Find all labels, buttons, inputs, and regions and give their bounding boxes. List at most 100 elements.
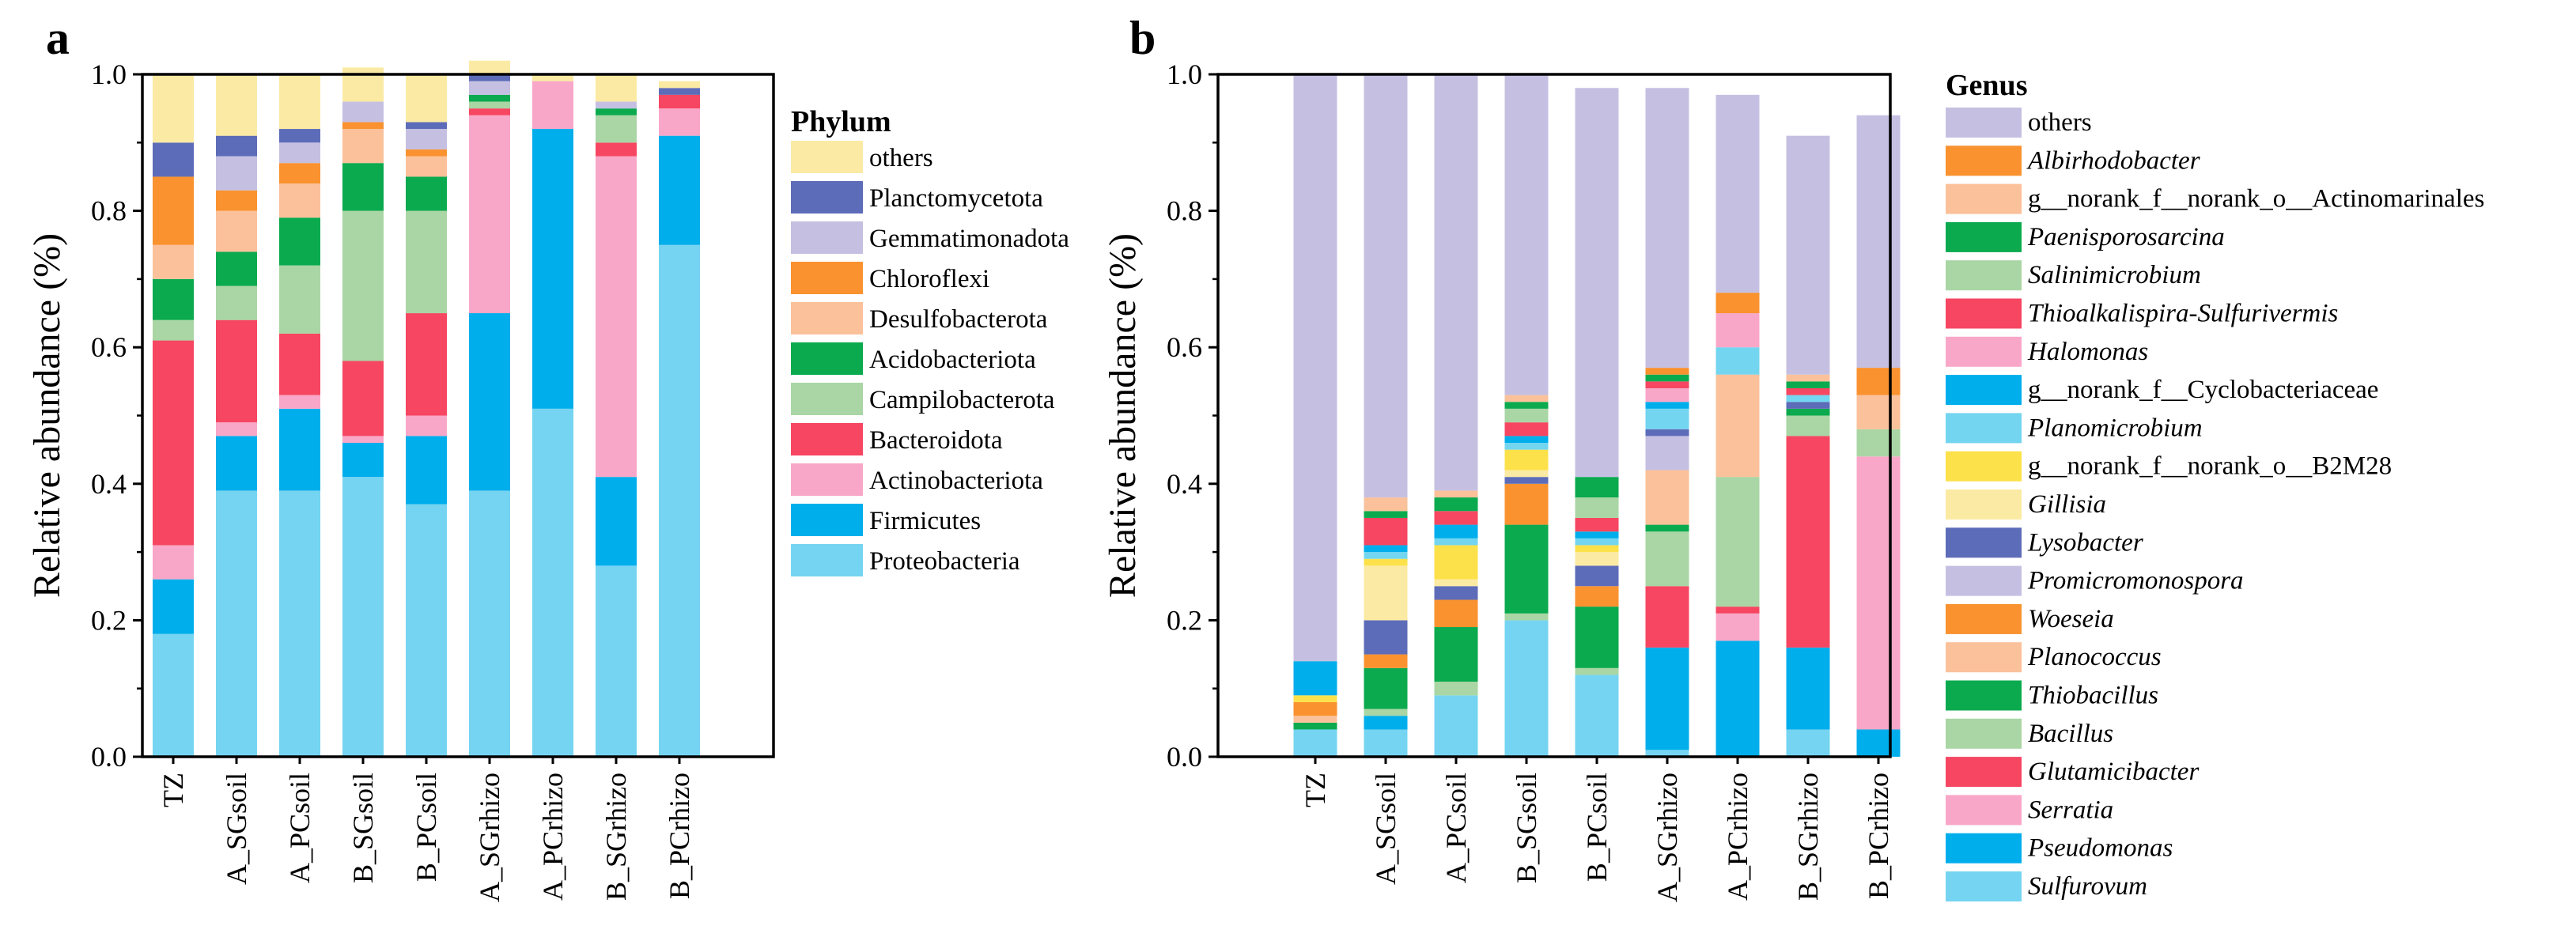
y-tick-label: 0.0 bbox=[91, 741, 127, 773]
legend-label-others: others bbox=[2028, 108, 2092, 137]
x-tick-label: B_SGrhizo bbox=[1792, 773, 1824, 901]
bar-b-sgsoil-actinobacteriota bbox=[342, 436, 384, 444]
bar-tz-acidobacteriota bbox=[153, 278, 194, 320]
legend-swatch-woeseia bbox=[1946, 603, 2022, 634]
bar-a-pcsoil-lysobacter bbox=[1434, 586, 1478, 600]
legend-label-paenisporosarcina: Paenisporosarcina bbox=[2027, 223, 2225, 251]
bar-tz-firmicutes bbox=[153, 579, 194, 634]
bar-a-pcrhizo-glutamicibacter bbox=[1715, 607, 1760, 614]
bar-tz-actinobacteriota bbox=[153, 545, 194, 580]
bar-a-pcsoil-gemmatimonadota bbox=[279, 142, 320, 164]
bar-b-sgsoil-proteobacteria bbox=[342, 477, 384, 757]
bar-a-sgsoil-g-norank-f-cyclobacteriaceae bbox=[1364, 545, 1408, 553]
legend-swatch-glutamicibacter bbox=[1946, 757, 2022, 788]
legend-label-lysobacter: Lysobacter bbox=[2027, 528, 2143, 557]
bar-b-sgrhizo-thioalkalispira-sulfurivermis bbox=[1786, 387, 1830, 395]
bar-a-sgrhizo-albirhodobacter bbox=[1645, 368, 1689, 375]
bar-b-pcsoil-paenisporosarcina bbox=[1575, 477, 1619, 498]
bar-b-pcsoil-bacteroidota bbox=[406, 313, 447, 416]
legend-swatch-thiobacillus bbox=[1946, 680, 2022, 711]
bar-b-sgsoil-desulfobacterota bbox=[342, 129, 384, 164]
bar-a-sgsoil-gemmatimonadota bbox=[216, 156, 257, 191]
bar-b-sgsoil-bacteroidota bbox=[342, 361, 384, 436]
bar-b-pcsoil-gillisia bbox=[1575, 552, 1619, 566]
bar-a-sgsoil-bacteroidota bbox=[216, 319, 257, 423]
legend-swatch-albirhodobacter bbox=[1946, 145, 2022, 176]
bar-a-pcsoil-woeseia bbox=[1434, 599, 1478, 628]
y-tick-label: 0.4 bbox=[1167, 468, 1202, 500]
bar-b-sgsoil-g-norank-f-norank-o-b2m28 bbox=[1504, 449, 1549, 470]
bar-a-pcsoil-g-norank-f-norank-o-b2m28 bbox=[1434, 545, 1478, 580]
panel-b: b TZ A_SGsoil A_PCsoil B_SGsoil B_PCsoil A_SG… bbox=[1102, 12, 2484, 902]
legend-label-bacteroidota: Bacteroidota bbox=[869, 426, 1003, 455]
x-tick-label: B_SGsoil bbox=[347, 773, 379, 883]
bar-a-sgrhizo-pseudomonas bbox=[1645, 647, 1689, 750]
bar-a-pcsoil-proteobacteria bbox=[279, 490, 320, 757]
bar-b-sgsoil-bacillus bbox=[1504, 613, 1549, 621]
bar-a-pcsoil-g-norank-f-norank-o-actinomarinales bbox=[1434, 490, 1478, 498]
bar-tz-g-norank-f-cyclobacteriaceae bbox=[1293, 661, 1337, 696]
bar-b-pcsoil-g-norank-f-cyclobacteriaceae bbox=[1575, 531, 1619, 539]
bar-a-sgsoil-acidobacteriota bbox=[216, 251, 257, 286]
bar-b-sgsoil-g-norank-f-norank-o-actinomarinales bbox=[1504, 395, 1549, 402]
legend-label-g-norank-f-norank-o-actinomarinales: g__norank_f__norank_o__Actinomarinales bbox=[2028, 185, 2484, 214]
bar-a-pcsoil-campilobacterota bbox=[279, 265, 320, 334]
bar-a-sgsoil-gillisia bbox=[1364, 565, 1408, 621]
bar-a-sgrhizo-lysobacter bbox=[1645, 429, 1689, 436]
legend-swatch-planococcus bbox=[1946, 642, 2022, 673]
legend-swatch-gemmatimonadota bbox=[791, 221, 863, 254]
legend-swatch-g-norank-f-cyclobacteriaceae bbox=[1946, 375, 2022, 406]
bar-a-pcsoil-thioalkalispira-sulfurivermis bbox=[1434, 511, 1478, 525]
bar-a-pcsoil-chloroflexi bbox=[279, 163, 320, 184]
bar-b-pcrhizo-others bbox=[1856, 115, 1901, 368]
legend-label-salinimicrobium: Salinimicrobium bbox=[2028, 261, 2201, 289]
bar-a-sgrhizo-others bbox=[1645, 88, 1689, 368]
legend-label-g-norank-f-norank-o-b2m28: g__norank_f__norank_o__B2M28 bbox=[2028, 452, 2392, 481]
bar-b-pcsoil-salinimicrobium bbox=[1575, 497, 1619, 518]
bar-a-sgrhizo-firmicutes bbox=[469, 313, 510, 491]
bar-a-sgrhizo-sulfurovum bbox=[1645, 750, 1689, 757]
bar-b-sgsoil-sulfurovum bbox=[1504, 620, 1549, 757]
bar-b-pcrhizo-actinobacteriota bbox=[659, 108, 700, 136]
x-tick-label: B_PCsoil bbox=[410, 773, 442, 882]
legend-swatch-thioalkalispira-sulfurivermis bbox=[1946, 298, 2022, 329]
x-tick-label: A_SGrhizo bbox=[474, 773, 505, 902]
bar-b-sgsoil-salinimicrobium bbox=[1504, 408, 1549, 423]
bar-b-pcrhizo-others bbox=[659, 81, 700, 89]
legend-label-serratia: Serratia bbox=[2028, 796, 2113, 824]
legend-label-halomonas: Halomonas bbox=[2027, 338, 2148, 366]
bar-b-pcsoil-planomicrobium bbox=[1575, 538, 1619, 546]
panel-a-label: a bbox=[46, 12, 70, 64]
bar-b-sgrhizo-gemmatimonadota bbox=[596, 101, 637, 109]
bar-b-pcsoil-firmicutes bbox=[406, 436, 447, 505]
legend-swatch-bacillus bbox=[1946, 718, 2022, 749]
bar-b-pcsoil-acidobacteriota bbox=[406, 176, 447, 211]
legend-label-firmicutes: Firmicutes bbox=[869, 507, 981, 535]
x-tick-label: A_SGsoil bbox=[221, 773, 252, 885]
bar-b-pcrhizo-bacteroidota bbox=[659, 94, 700, 109]
bar-a-pcrhizo-bacillus bbox=[1715, 477, 1760, 607]
legend-label-glutamicibacter: Glutamicibacter bbox=[2028, 758, 2199, 786]
bar-b-sgsoil-thiobacillus bbox=[1504, 524, 1549, 614]
bar-tz-sulfurovum bbox=[1293, 729, 1337, 757]
bar-b-sgsoil-thioalkalispira-sulfurivermis bbox=[1504, 422, 1549, 436]
bar-b-pcsoil-desulfobacterota bbox=[406, 156, 447, 177]
bar-b-pcsoil-chloroflexi bbox=[406, 149, 447, 157]
bar-a-sgrhizo-promicromonospora bbox=[1645, 436, 1689, 470]
bar-b-sgrhizo-glutamicibacter bbox=[1786, 436, 1830, 648]
bar-b-sgsoil-acidobacteriota bbox=[342, 163, 384, 211]
bar-b-pcrhizo-bacillus bbox=[1856, 429, 1901, 457]
bar-a-sgsoil-thiobacillus bbox=[1364, 667, 1408, 709]
bar-b-sgrhizo-pseudomonas bbox=[1786, 647, 1830, 730]
bar-a-pcrhizo-others bbox=[532, 74, 573, 81]
bar-b-sgsoil-campilobacterota bbox=[342, 210, 384, 361]
bar-b-sgrhizo-others bbox=[596, 74, 637, 102]
bar-b-sgrhizo-acidobacteriota bbox=[596, 108, 637, 115]
bar-a-pcsoil-others bbox=[1434, 74, 1478, 491]
bar-b-pcsoil-planctomycetota bbox=[406, 122, 447, 130]
bar-a-pcrhizo-firmicutes bbox=[532, 129, 573, 409]
legend-swatch-desulfobacterota bbox=[791, 302, 863, 334]
bar-b-sgrhizo-actinobacteriota bbox=[596, 156, 637, 478]
legend-swatch-proteobacteria bbox=[791, 544, 863, 576]
legend-swatch-campilobacterota bbox=[791, 383, 863, 415]
